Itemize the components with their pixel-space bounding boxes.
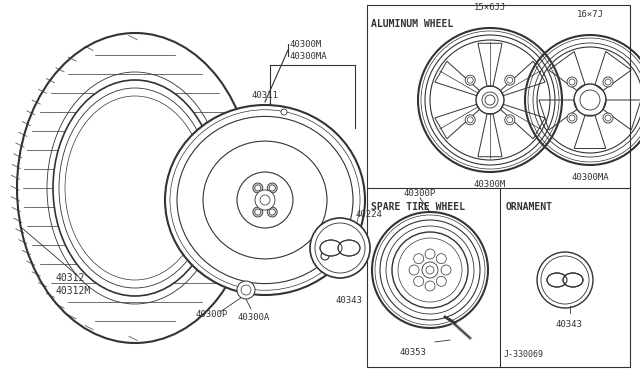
- Circle shape: [237, 281, 255, 299]
- Circle shape: [269, 209, 275, 215]
- Ellipse shape: [320, 240, 342, 256]
- Text: 40300A: 40300A: [238, 313, 270, 322]
- Text: 40300M: 40300M: [290, 40, 323, 49]
- Text: 40300MA: 40300MA: [290, 52, 328, 61]
- Ellipse shape: [17, 33, 253, 343]
- Circle shape: [268, 183, 277, 193]
- Circle shape: [269, 185, 275, 191]
- Circle shape: [425, 249, 435, 259]
- Circle shape: [603, 77, 613, 87]
- Text: ALUMINUM WHEEL: ALUMINUM WHEEL: [371, 19, 453, 29]
- Ellipse shape: [203, 141, 327, 259]
- Ellipse shape: [53, 80, 217, 296]
- Ellipse shape: [563, 273, 583, 287]
- Circle shape: [310, 218, 370, 278]
- Circle shape: [485, 95, 495, 105]
- Text: 16×7J: 16×7J: [577, 10, 604, 19]
- Text: 40343: 40343: [335, 296, 362, 305]
- Circle shape: [465, 75, 476, 85]
- Text: 40300M: 40300M: [474, 180, 506, 189]
- Text: 40300MA: 40300MA: [571, 173, 609, 182]
- Circle shape: [465, 115, 476, 125]
- Circle shape: [580, 90, 600, 110]
- Text: ORNAMENT: ORNAMENT: [506, 202, 553, 212]
- Circle shape: [567, 113, 577, 123]
- Text: 40300P: 40300P: [404, 189, 436, 198]
- Ellipse shape: [165, 105, 365, 295]
- Circle shape: [321, 252, 329, 260]
- Ellipse shape: [338, 240, 360, 256]
- Circle shape: [409, 265, 419, 275]
- Text: 40224: 40224: [355, 210, 382, 219]
- Circle shape: [413, 254, 424, 264]
- Circle shape: [603, 113, 613, 123]
- Text: 40312M: 40312M: [55, 286, 90, 296]
- Circle shape: [436, 254, 446, 264]
- Bar: [367, 5, 630, 367]
- Text: SPARE TIRE WHEEL: SPARE TIRE WHEEL: [371, 202, 465, 212]
- Text: J-330069: J-330069: [504, 350, 544, 359]
- Circle shape: [255, 185, 260, 191]
- Circle shape: [425, 281, 435, 291]
- Text: 15×6JJ: 15×6JJ: [474, 3, 506, 12]
- Circle shape: [255, 190, 275, 210]
- Circle shape: [268, 207, 277, 217]
- Text: 40312: 40312: [55, 273, 84, 283]
- Text: 40311: 40311: [252, 91, 279, 100]
- Circle shape: [436, 276, 446, 286]
- Circle shape: [505, 115, 515, 125]
- Text: 40353: 40353: [400, 348, 427, 357]
- Circle shape: [426, 266, 434, 274]
- Circle shape: [253, 183, 263, 193]
- Circle shape: [441, 265, 451, 275]
- Circle shape: [253, 207, 263, 217]
- Circle shape: [567, 77, 577, 87]
- Circle shape: [255, 209, 260, 215]
- Text: 40300P: 40300P: [195, 310, 227, 319]
- Circle shape: [413, 276, 424, 286]
- Circle shape: [281, 109, 287, 115]
- Circle shape: [237, 172, 293, 228]
- Ellipse shape: [547, 273, 567, 287]
- Text: 40343: 40343: [555, 320, 582, 329]
- Circle shape: [505, 75, 515, 85]
